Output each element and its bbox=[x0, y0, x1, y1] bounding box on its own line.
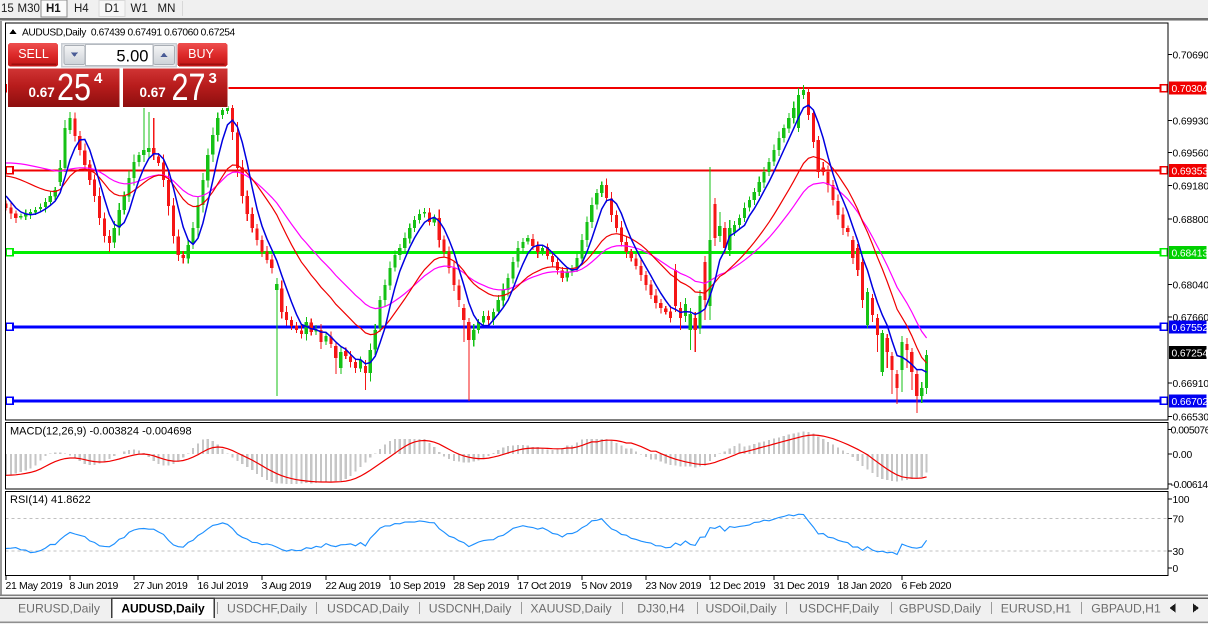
svg-text:5 Nov 2019: 5 Nov 2019 bbox=[582, 580, 633, 592]
svg-text:-0.00614: -0.00614 bbox=[1171, 480, 1208, 491]
svg-text:22 Aug 2019: 22 Aug 2019 bbox=[326, 580, 382, 592]
svg-text:10 Sep 2019: 10 Sep 2019 bbox=[390, 580, 446, 592]
svg-text:USDCAD,Daily: USDCAD,Daily bbox=[327, 602, 410, 616]
svg-text:28 Sep 2019: 28 Sep 2019 bbox=[454, 580, 510, 592]
svg-text:0.00: 0.00 bbox=[1173, 450, 1193, 461]
svg-text:0.67: 0.67 bbox=[140, 85, 166, 100]
svg-text:AUDUSD,Daily 0.67439 0.67491: AUDUSD,Daily 0.67439 0.67491 0.67060 0.6… bbox=[22, 28, 236, 39]
svg-text:3: 3 bbox=[209, 70, 217, 87]
svg-text:0.70304: 0.70304 bbox=[1172, 84, 1208, 95]
svg-text:8 Jun 2019: 8 Jun 2019 bbox=[70, 580, 119, 592]
svg-text:AUDUSD,Daily: AUDUSD,Daily bbox=[121, 602, 205, 616]
svg-text:H1: H1 bbox=[46, 3, 61, 15]
svg-text:0.70690: 0.70690 bbox=[1173, 51, 1208, 62]
svg-text:12 Dec 2019: 12 Dec 2019 bbox=[710, 580, 766, 592]
svg-text:18 Jan 2020: 18 Jan 2020 bbox=[838, 580, 892, 592]
svg-text:M30: M30 bbox=[18, 3, 40, 15]
svg-text:XAUUSD,Daily: XAUUSD,Daily bbox=[530, 602, 612, 616]
svg-text:0.66702: 0.66702 bbox=[1172, 397, 1208, 408]
svg-text:0.66910: 0.66910 bbox=[1173, 379, 1208, 390]
svg-text:GBPAUD,H1: GBPAUD,H1 bbox=[1091, 602, 1161, 616]
svg-text:0.66530: 0.66530 bbox=[1173, 413, 1208, 424]
svg-text:H4: H4 bbox=[74, 3, 89, 15]
svg-text:0.67552: 0.67552 bbox=[1172, 323, 1208, 334]
svg-text:W1: W1 bbox=[131, 3, 148, 15]
svg-text:15: 15 bbox=[1, 3, 14, 15]
svg-text:0.68040: 0.68040 bbox=[1173, 280, 1208, 291]
svg-text:21 May 2019: 21 May 2019 bbox=[6, 580, 63, 592]
svg-text:0.67: 0.67 bbox=[29, 85, 55, 100]
svg-text:SELL: SELL bbox=[18, 47, 49, 61]
svg-text:0.69560: 0.69560 bbox=[1173, 149, 1208, 160]
svg-text:0: 0 bbox=[1173, 564, 1179, 575]
svg-text:31 Dec 2019: 31 Dec 2019 bbox=[774, 580, 830, 592]
svg-text:USDCHF,Daily: USDCHF,Daily bbox=[227, 602, 308, 616]
svg-text:MACD(12,26,9) -0.003824 -0.004: MACD(12,26,9) -0.003824 -0.004698 bbox=[10, 426, 192, 438]
svg-text:MN: MN bbox=[158, 3, 176, 15]
svg-text:0.69180: 0.69180 bbox=[1173, 182, 1208, 193]
svg-text:5.00: 5.00 bbox=[116, 48, 148, 66]
svg-text:GBPUSD,Daily: GBPUSD,Daily bbox=[899, 602, 982, 616]
svg-text:0.68800: 0.68800 bbox=[1173, 215, 1208, 226]
svg-text:0.68413: 0.68413 bbox=[1172, 248, 1208, 259]
svg-text:25: 25 bbox=[57, 67, 91, 109]
svg-text:3 Aug 2019: 3 Aug 2019 bbox=[262, 580, 312, 592]
svg-text:BUY: BUY bbox=[188, 47, 214, 61]
svg-text:6 Feb 2020: 6 Feb 2020 bbox=[902, 580, 952, 592]
svg-text:0.67254: 0.67254 bbox=[1172, 349, 1208, 360]
svg-text:16 Jul 2019: 16 Jul 2019 bbox=[198, 580, 249, 592]
svg-text:USDCHF,Daily: USDCHF,Daily bbox=[799, 602, 880, 616]
svg-text:EURUSD,Daily: EURUSD,Daily bbox=[18, 602, 101, 616]
svg-text:70: 70 bbox=[1173, 514, 1185, 525]
svg-text:0.69930: 0.69930 bbox=[1173, 117, 1208, 128]
svg-text:27 Jun 2019: 27 Jun 2019 bbox=[134, 580, 188, 592]
svg-text:0.69353: 0.69353 bbox=[1172, 166, 1208, 177]
svg-text:100: 100 bbox=[1173, 495, 1190, 506]
svg-text:30: 30 bbox=[1173, 547, 1185, 558]
svg-text:23 Nov 2019: 23 Nov 2019 bbox=[646, 580, 702, 592]
svg-text:D1: D1 bbox=[105, 3, 120, 15]
svg-text:EURUSD,H1: EURUSD,H1 bbox=[1001, 602, 1072, 616]
svg-text:17 Oct 2019: 17 Oct 2019 bbox=[518, 580, 572, 592]
svg-text:USDCNH,Daily: USDCNH,Daily bbox=[429, 602, 513, 616]
svg-text:0.005076: 0.005076 bbox=[1171, 425, 1208, 436]
svg-text:0.67660: 0.67660 bbox=[1173, 313, 1208, 324]
svg-text:27: 27 bbox=[172, 67, 206, 109]
svg-text:DJ30,H4: DJ30,H4 bbox=[637, 602, 685, 616]
svg-text:USDOil,Daily: USDOil,Daily bbox=[705, 602, 777, 616]
svg-text:4: 4 bbox=[94, 70, 103, 87]
svg-text:RSI(14) 41.8622: RSI(14) 41.8622 bbox=[10, 494, 91, 506]
